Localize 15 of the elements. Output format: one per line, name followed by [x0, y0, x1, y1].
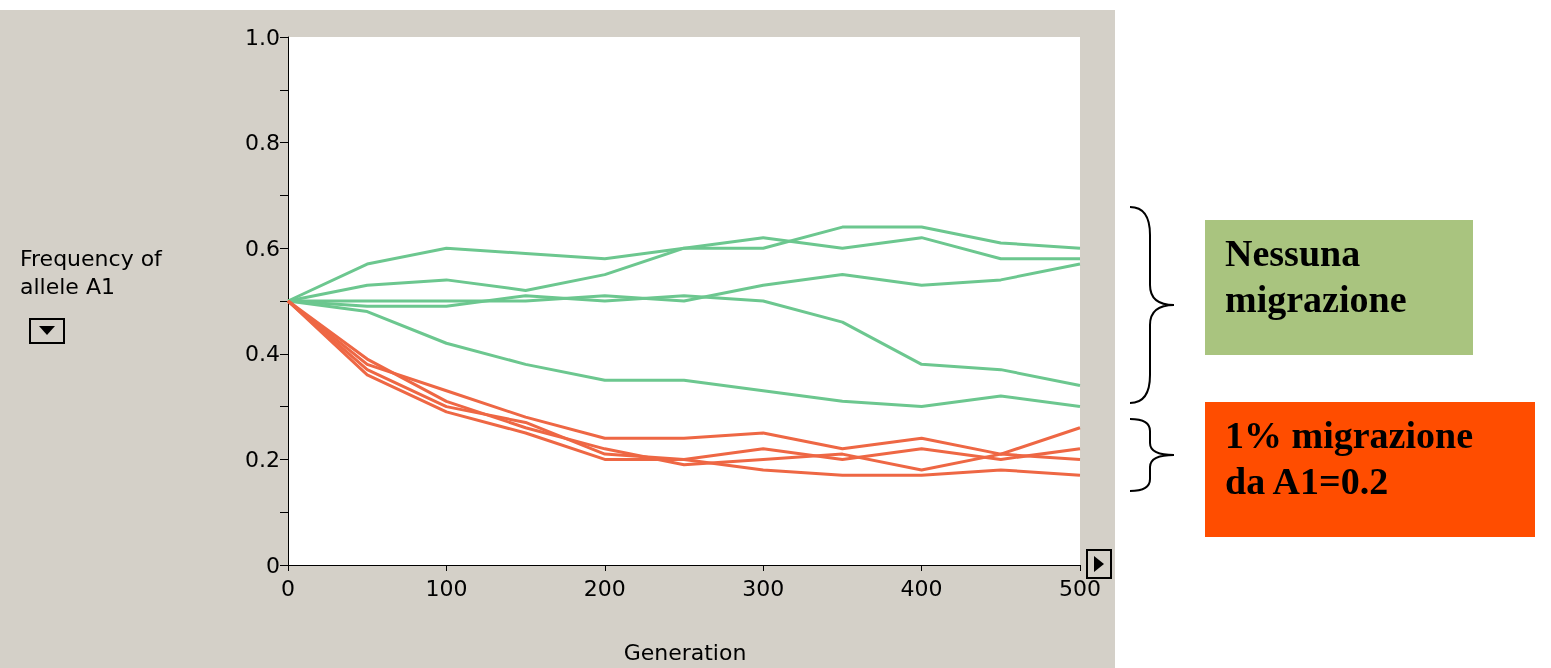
x-tick-label: 200: [583, 575, 626, 601]
y-tick-label: 0.2: [245, 446, 280, 472]
y-tick-label: 0.8: [245, 130, 280, 156]
y-tick-label: 0.6: [245, 235, 280, 261]
y-axis-title: Frequency of allele A1: [20, 245, 164, 301]
x-tick-label: 100: [425, 575, 468, 601]
y-tick-label: 0.4: [245, 341, 280, 367]
y-tick-label: 0: [266, 552, 280, 578]
x-axis-title: Generation: [622, 640, 748, 665]
x-tick-label: 300: [742, 575, 785, 601]
text: 1% migrazione da A1=0.2: [1205, 402, 1535, 537]
x-tick-label: 400: [900, 575, 943, 601]
text: Nessuna migrazione: [1205, 220, 1473, 355]
x-tick-label: 500: [1059, 575, 1101, 601]
y-tick-label: 1.0: [245, 24, 280, 50]
